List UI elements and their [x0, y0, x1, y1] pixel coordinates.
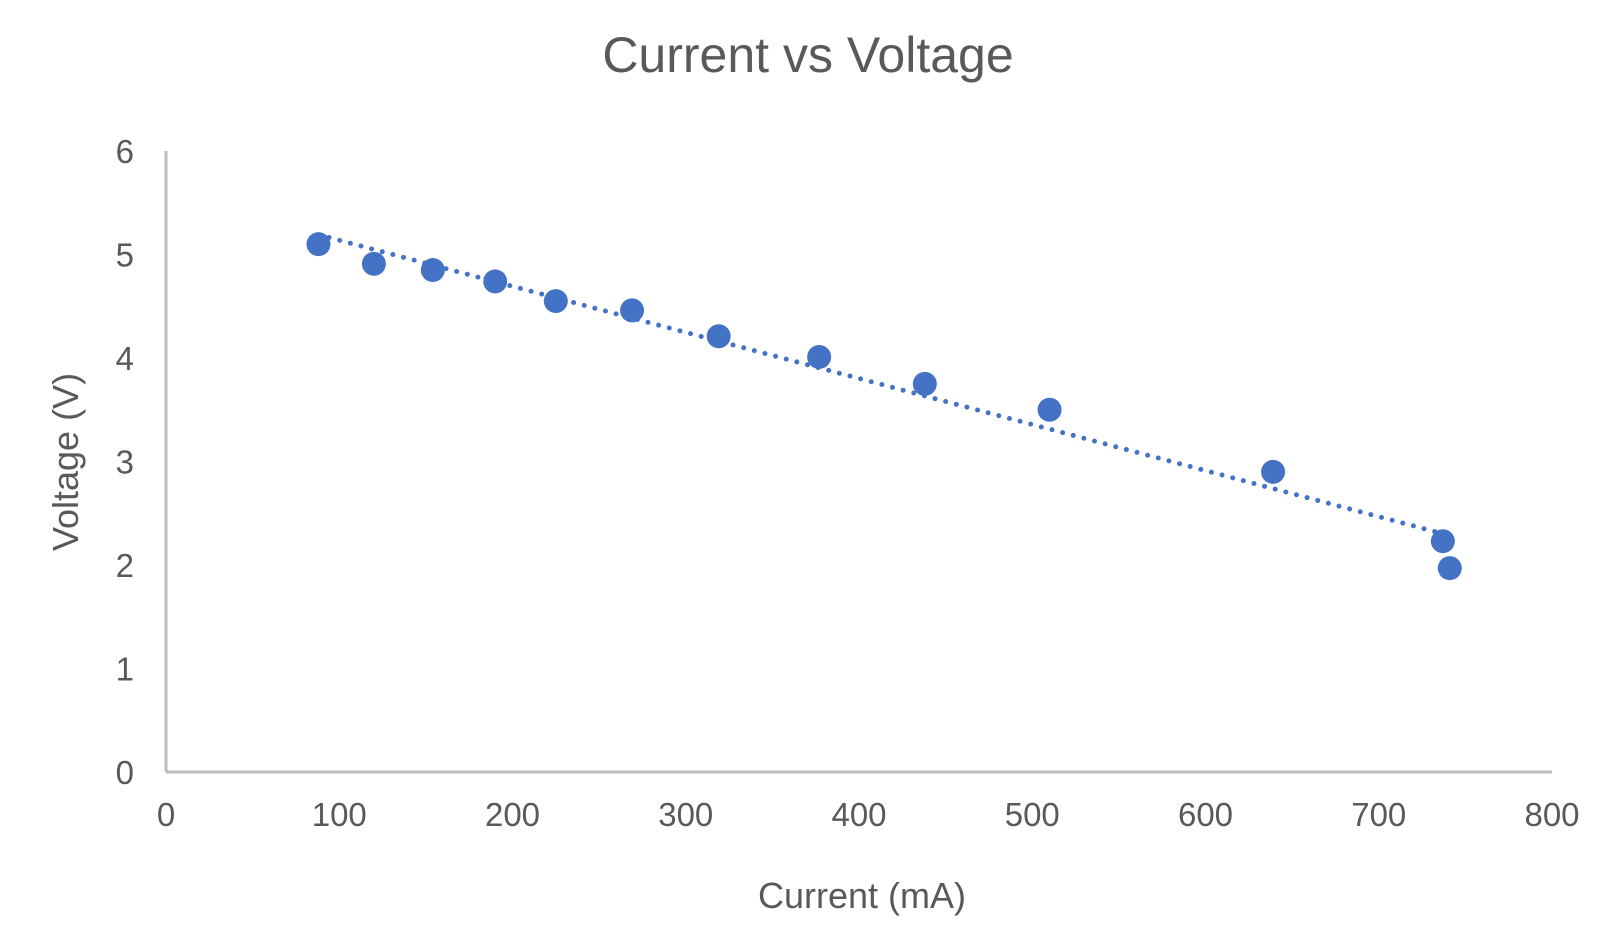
x-tick-label: 700 — [1351, 796, 1406, 833]
data-point — [1430, 529, 1455, 554]
x-tick-label: 600 — [1178, 796, 1233, 833]
data-point — [543, 289, 568, 314]
y-tick-label: 2 — [116, 547, 134, 584]
y-tick-label: 6 — [116, 133, 134, 170]
data-point — [420, 258, 445, 283]
trendline — [315, 232, 1453, 539]
y-tick-label: 4 — [116, 340, 134, 377]
x-tick-label: 100 — [312, 796, 367, 833]
data-point — [483, 269, 508, 294]
x-tick-label: 400 — [831, 796, 886, 833]
y-tick-label: 1 — [116, 651, 134, 688]
x-tick-label: 0 — [157, 796, 175, 833]
x-axis-label: Current (mA) — [758, 875, 966, 916]
data-point — [1437, 556, 1462, 581]
x-tick-label: 300 — [658, 796, 713, 833]
data-point — [361, 251, 386, 276]
data-point — [912, 371, 937, 396]
x-tick-label: 500 — [1005, 796, 1060, 833]
y-tick-label: 0 — [116, 754, 134, 791]
data-point — [1261, 459, 1286, 484]
data-point — [620, 298, 645, 323]
data-point — [807, 344, 832, 369]
x-tick-label: 800 — [1524, 796, 1579, 833]
x-tick-label: 200 — [485, 796, 540, 833]
data-point — [1037, 397, 1062, 422]
y-tick-label: 3 — [116, 444, 134, 481]
data-point — [306, 232, 331, 257]
y-tick-label: 5 — [116, 237, 134, 274]
y-axis-label: Voltage (V) — [45, 373, 86, 551]
chart-title: Current vs Voltage — [602, 27, 1013, 83]
data-point — [706, 324, 731, 349]
